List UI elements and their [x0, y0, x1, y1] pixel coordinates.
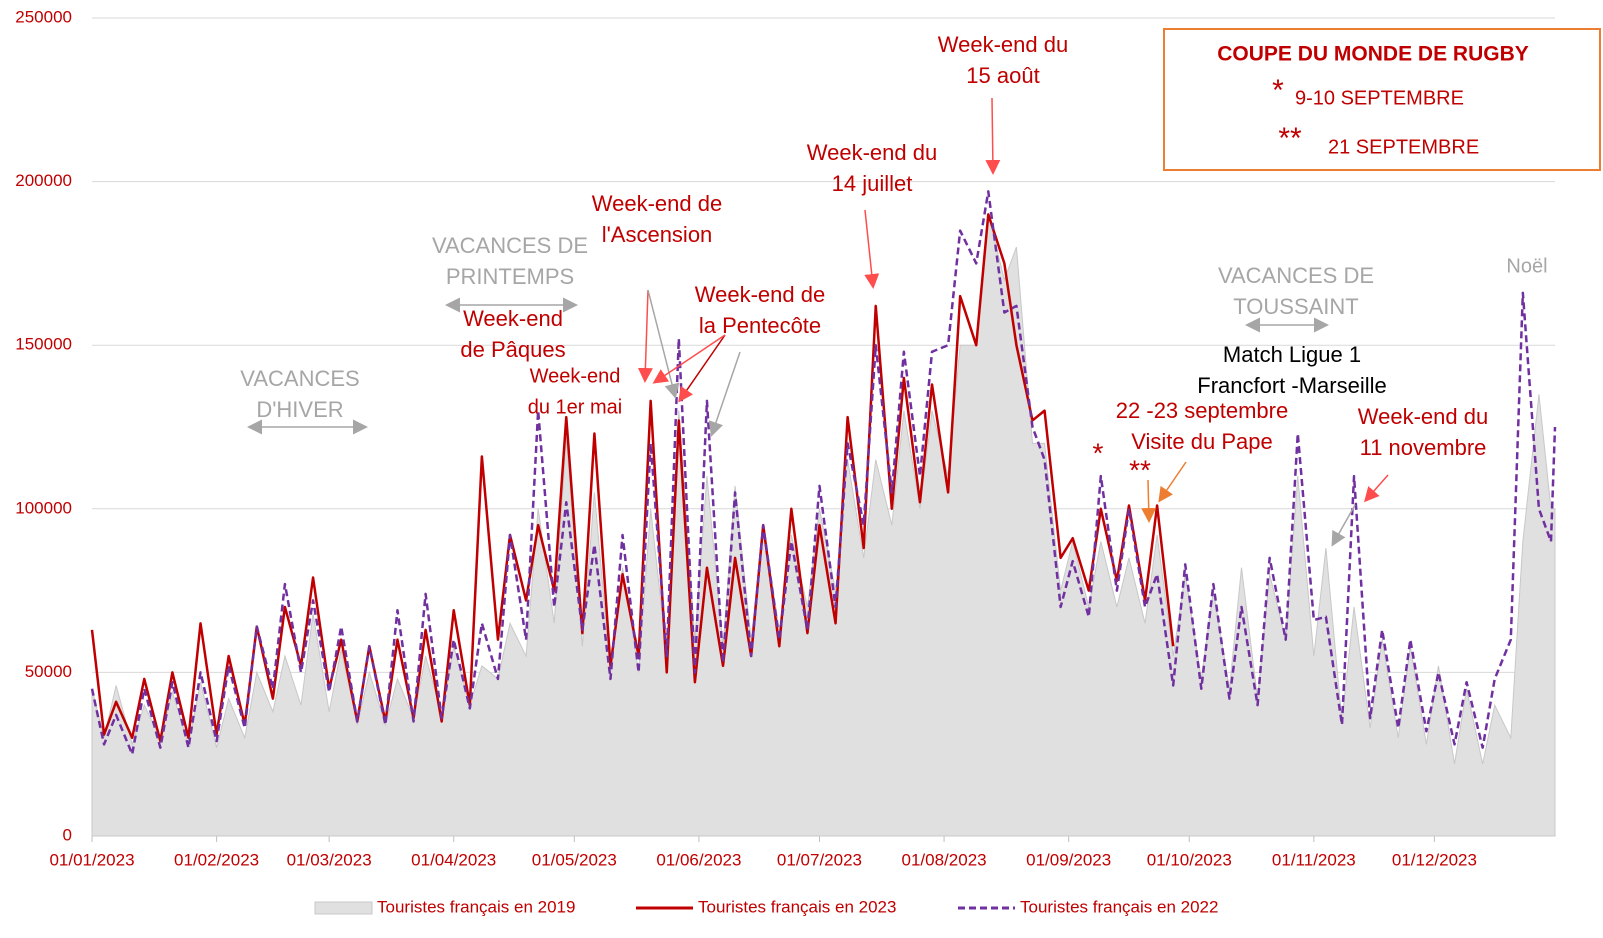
annotation: 22 -23 septembre [1116, 398, 1288, 423]
arrows [247, 97, 1389, 547]
arrow [985, 97, 1001, 175]
x-tick-label: 01/02/2023 [174, 850, 259, 869]
arrow [647, 289, 680, 399]
annotation: la Pentecôte [699, 313, 821, 338]
x-tick-label: 01/01/2023 [49, 850, 134, 869]
y-tick-label: 100000 [15, 498, 72, 517]
arrow [1158, 461, 1187, 503]
annotation: Visite du Pape [1131, 429, 1272, 454]
y-tick-label: 250000 [15, 7, 72, 26]
annotation: 14 juillet [832, 171, 913, 196]
arrow [652, 334, 726, 384]
x-tick-label: 01/10/2023 [1147, 850, 1232, 869]
annotation: du 1er mai [528, 396, 623, 418]
annotation: VACANCES DE [1218, 263, 1374, 288]
x-tick-label: 01/05/2023 [532, 850, 617, 869]
arrow [864, 209, 880, 289]
arrow [637, 289, 653, 383]
annotation: VACANCES [240, 366, 359, 391]
annotation: * [1093, 437, 1104, 468]
arrow [1364, 474, 1389, 503]
annotation: 11 novembre [1360, 435, 1487, 460]
y-tick-label: 200000 [15, 171, 72, 190]
arrow [708, 351, 741, 437]
x-tick-label: 01/04/2023 [411, 850, 496, 869]
box-mark: * [1272, 74, 1284, 107]
annotation: Week-end du [1358, 404, 1488, 429]
annotation: l'Ascension [602, 222, 713, 247]
legend-label: Touristes français en 2022 [1020, 897, 1218, 916]
x-tick-label: 01/09/2023 [1026, 850, 1111, 869]
rugby-box [1163, 28, 1601, 171]
box-title: COUPE DU MONDE DE RUGBY [1217, 43, 1529, 66]
plot [90, 190, 1557, 837]
y-tick-label: 50000 [25, 662, 72, 681]
legend-swatch [314, 901, 373, 915]
legend: Touristes français en 2019 Touristes fran… [314, 897, 1218, 916]
arrow [678, 334, 726, 403]
legend-label: Touristes français en 2019 [377, 897, 575, 916]
annotation: Week-end de [695, 282, 825, 307]
line [90, 190, 1557, 756]
annotation: Week-end du [938, 32, 1068, 57]
y-tick-label: 0 [63, 825, 72, 844]
annotation: de Pâques [460, 337, 565, 362]
annotation: Week-end [463, 306, 563, 331]
annotation: Week-end [530, 365, 621, 387]
arrow [1331, 504, 1356, 547]
annotation: Francfort -Marseille [1197, 373, 1386, 398]
x-tick-label: 01/12/2023 [1392, 850, 1477, 869]
x-tick-label: 01/06/2023 [656, 850, 741, 869]
box-text: 21 SEPTEMBRE [1328, 136, 1479, 158]
box-mark: ** [1278, 122, 1302, 155]
annotation: TOUSSAINT [1233, 294, 1359, 319]
annotation: D'HIVER [256, 397, 343, 422]
annotation: Week-end de [592, 191, 722, 216]
grid: 0 50000 100000 150000 200000 250000 01/01/2023… [15, 7, 1555, 869]
annotation: 15 août [966, 63, 1039, 88]
annotation: Match Ligue 1 [1223, 342, 1361, 367]
box-text: 9-10 SEPTEMBRE [1295, 87, 1464, 109]
x-tick-label: 01/08/2023 [902, 850, 987, 869]
annotation: VACANCES DE [432, 233, 588, 258]
annotation: Week-end du [807, 140, 937, 165]
y-tick-label: 150000 [15, 335, 72, 354]
x-tick-label: 01/07/2023 [777, 850, 862, 869]
x-tick-label: 01/03/2023 [287, 850, 372, 869]
annotation: Noël [1506, 255, 1547, 277]
line [90, 213, 1175, 743]
legend-label: Touristes français en 2023 [698, 897, 896, 916]
x-tick-label: 01/11/2023 [1272, 850, 1356, 869]
annotation: ** [1129, 454, 1151, 485]
annotations: VACANCES D'HIVER VACANCES DE PRINTEMPS Week-… [240, 32, 1547, 486]
arrow [1141, 479, 1157, 523]
annotation: PRINTEMPS [446, 264, 574, 289]
